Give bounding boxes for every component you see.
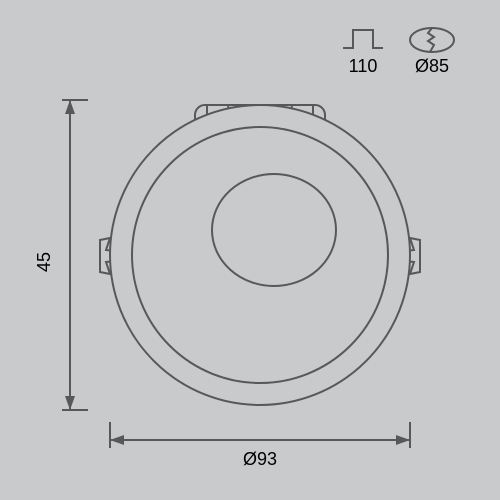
diagram-svg: 110 Ø85 45 Ø93 — [0, 0, 500, 500]
dimension-width-label: Ø93 — [243, 449, 277, 469]
cutout-depth-label: 110 — [349, 56, 378, 76]
dimension-height-label: 45 — [34, 252, 54, 272]
diagram-canvas: 110 Ø85 45 Ø93 — [0, 0, 500, 500]
trim-outer-circle — [110, 105, 410, 405]
hole-diameter-label: Ø85 — [415, 56, 449, 76]
